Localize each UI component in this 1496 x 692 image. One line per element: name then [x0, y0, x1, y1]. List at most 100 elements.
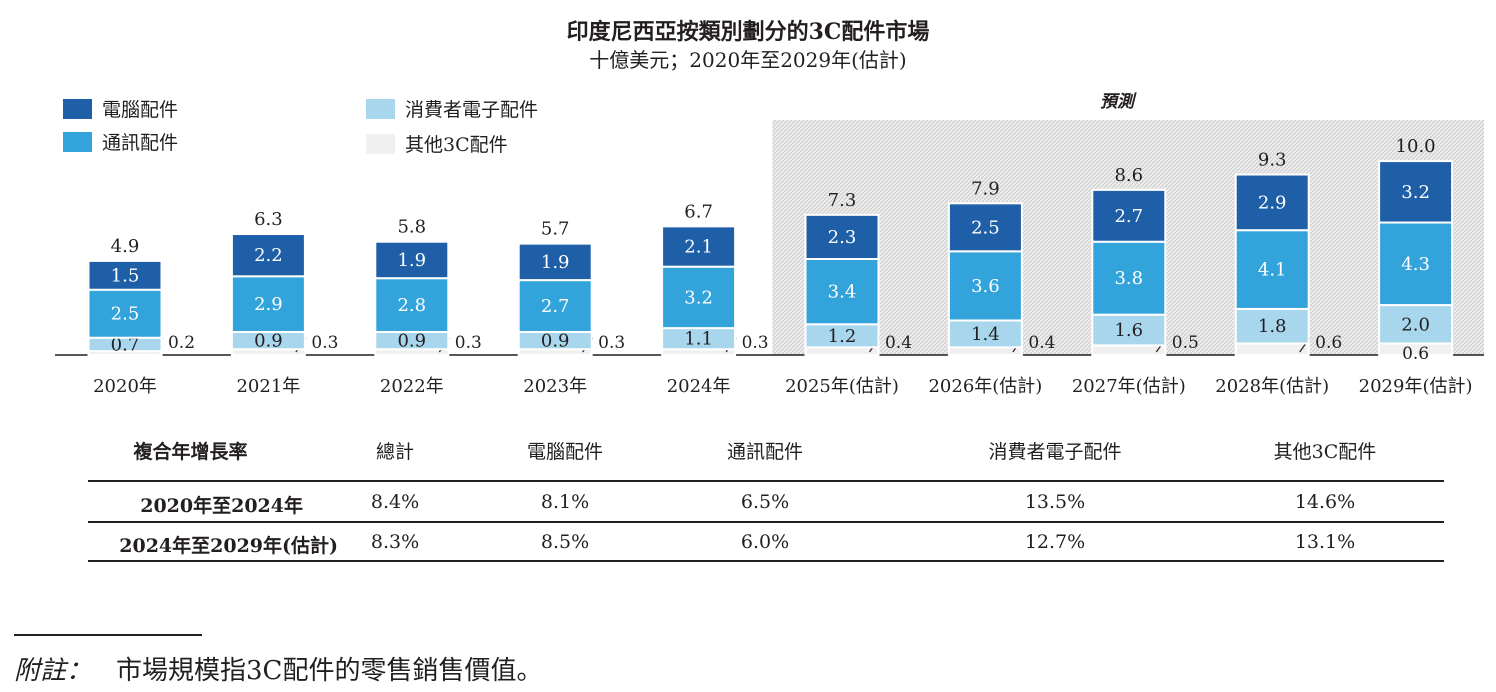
- data-label-other: 0.2: [168, 333, 195, 353]
- table-header-cagr: 複合年增長率: [133, 441, 248, 463]
- data-label-total: 5.7: [541, 219, 570, 240]
- legend-label-communication: 通訊配件: [102, 132, 179, 154]
- footnote-text: 市場規模指3C配件的零售銷售價值。: [116, 656, 543, 686]
- table-rule-top: [88, 480, 1444, 482]
- data-label-consumer: 0.7: [111, 334, 140, 355]
- bar-segment-computer: [1378, 160, 1454, 224]
- data-label-total: 10.0: [1396, 136, 1436, 157]
- data-label-consumer: 1.2: [828, 326, 857, 347]
- data-label-computer: 2.5: [971, 217, 1000, 238]
- data-label-total: 9.3: [1258, 150, 1287, 171]
- data-label-consumer: 1.6: [1114, 320, 1143, 341]
- legend-swatch-computer: [63, 98, 92, 119]
- data-label-other: 0.3: [455, 333, 482, 353]
- footnote-label: 附註：: [14, 656, 93, 686]
- bar-segment-communication: [87, 288, 163, 339]
- x-tick-label: 2028年(估計): [1215, 376, 1329, 397]
- bar-segment-communication: [1378, 221, 1454, 307]
- data-label-other: 0.5: [1172, 333, 1199, 353]
- x-tick-label: 2027年(估計): [1072, 376, 1186, 397]
- data-label-communication: 2.5: [111, 304, 140, 325]
- bar-segment-computer: [1234, 173, 1310, 232]
- data-label-other: 0.6: [1315, 333, 1342, 353]
- legend-label-computer: 電腦配件: [102, 99, 179, 121]
- data-label-computer: 1.9: [541, 252, 570, 273]
- data-label-computer: 2.9: [1258, 192, 1287, 213]
- table-cell-other-1: 14.6%: [1294, 491, 1356, 513]
- chart-plot: 0.2 0.7 2.5 1.5 4.9 2020年 0.3 0.9 2.9 2.2 6.3 2021年…: [55, 120, 1484, 397]
- table-rule-middle: [88, 521, 1444, 523]
- table-cell-communication-1: 6.5%: [740, 491, 790, 513]
- data-label-communication: 3.8: [1114, 268, 1143, 289]
- footnote: 附註： 市場規模指3C配件的零售銷售價值。: [14, 650, 542, 687]
- data-label-computer: 2.3: [828, 227, 857, 248]
- x-tick-label: 2026年(估計): [928, 376, 1042, 397]
- bar-segment-other: [1234, 342, 1310, 357]
- data-label-computer: 2.7: [1114, 206, 1143, 227]
- x-tick-label: 2022年: [380, 376, 444, 397]
- data-label-consumer: 0.9: [541, 331, 570, 352]
- data-label-total: 6.7: [684, 201, 713, 222]
- data-label-communication: 3.6: [971, 276, 1000, 297]
- legend-swatch-communication: [63, 131, 92, 152]
- data-label-computer: 1.5: [111, 265, 140, 286]
- data-label-computer: 3.2: [1401, 182, 1430, 203]
- data-label-other: 0.4: [1028, 333, 1055, 353]
- bar-segment-other: [1091, 344, 1167, 356]
- bar-segment-communication: [1234, 229, 1310, 310]
- data-label-consumer: 0.9: [397, 331, 426, 352]
- data-label-consumer: 1.1: [684, 329, 713, 350]
- table-header-consumer: 消費者電子配件: [988, 441, 1122, 463]
- forecast-label: 預測: [1100, 92, 1134, 112]
- legend-label-other: 其他3C配件: [405, 134, 508, 156]
- data-label-total: 6.3: [254, 209, 283, 230]
- chart-title: 印度尼西亞按類別劃分的3C配件市場: [566, 19, 930, 45]
- x-tick-label: 2029年(估計): [1359, 376, 1473, 397]
- legend-item-computer: 電腦配件: [63, 95, 178, 122]
- data-label-communication: 4.1: [1258, 260, 1287, 281]
- data-label-total: 4.9: [111, 236, 140, 257]
- data-label-communication: 2.8: [397, 295, 426, 316]
- bar-segment-other: [804, 346, 880, 357]
- bar-segment-computer: [87, 259, 163, 291]
- bar-segment-consumer: [1091, 313, 1167, 347]
- legend-item-consumer: 消費者電子配件: [366, 95, 538, 122]
- table-cell-consumer-1: 13.5%: [1024, 491, 1086, 513]
- table-header-other: 其他3C配件: [1273, 441, 1377, 463]
- data-label-total: 7.9: [971, 178, 1000, 199]
- bar-segment-computer: [804, 213, 880, 260]
- data-label-consumer: 0.9: [254, 331, 283, 352]
- legend-item-communication: 通訊配件: [63, 128, 178, 155]
- data-label-other: 0.6: [1402, 344, 1429, 364]
- table-header-total: 總計: [375, 441, 414, 463]
- data-label-total: 8.6: [1114, 165, 1143, 186]
- data-label-other: 0.4: [885, 333, 912, 353]
- data-label-communication: 2.7: [541, 296, 570, 317]
- data-label-other: 0.3: [742, 333, 769, 353]
- table-row-period-1: 2020年至2024年: [140, 495, 303, 517]
- table-cell-total-1: 8.4%: [370, 491, 420, 513]
- table-rule-bottom: [88, 560, 1444, 562]
- bar-segment-computer: [947, 202, 1023, 253]
- table-header-computer: 電腦配件: [526, 441, 603, 463]
- data-label-consumer: 1.4: [971, 324, 1000, 345]
- legend-label-consumer: 消費者電子配件: [405, 99, 539, 121]
- bar-segment-computer: [517, 242, 593, 282]
- bar-segment-other: [947, 346, 1023, 357]
- data-label-total: 5.8: [397, 217, 426, 238]
- data-label-consumer: 1.8: [1258, 316, 1287, 337]
- bar-segment-computer: [230, 233, 306, 278]
- bar-segment-computer: [1091, 188, 1167, 243]
- table-cell-total-2: 8.3%: [370, 531, 420, 553]
- data-label-communication: 4.3: [1401, 254, 1430, 275]
- data-label-computer: 2.2: [254, 245, 283, 266]
- x-tick-label: 2025年(估計): [785, 376, 899, 397]
- data-label-total: 7.3: [828, 190, 857, 211]
- data-label-computer: 1.9: [397, 250, 426, 271]
- bar-segment-computer: [661, 225, 737, 268]
- data-label-communication: 2.9: [254, 294, 283, 315]
- x-tick-label: 2020年: [93, 376, 157, 397]
- table-cell-computer-2: 8.5%: [540, 531, 590, 553]
- bar-segment-communication: [947, 250, 1023, 322]
